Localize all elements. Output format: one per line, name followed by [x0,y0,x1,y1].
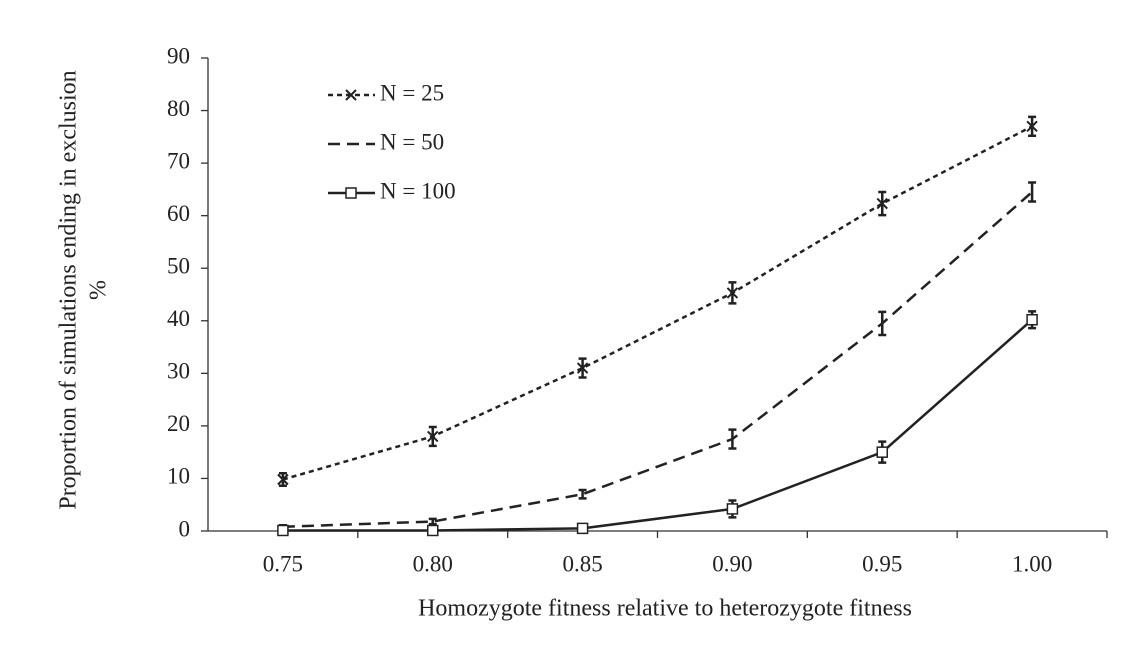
x-tick-label: 0.75 [263,551,303,576]
x-tick-label: 0.80 [413,551,453,576]
y-tick-label: 50 [167,254,190,279]
x-tick-label: 1.00 [1012,551,1052,576]
y-tick-label: 80 [167,96,190,121]
marker [277,473,289,486]
legend-label: N = 25 [380,80,444,105]
marker [876,197,888,210]
error-bar [878,310,887,337]
legend-marker [345,89,357,101]
marker [726,287,739,299]
marker [726,503,739,515]
x-tick-label: 0.90 [712,551,752,576]
legend-marker [345,187,357,199]
error-bar [1028,181,1037,203]
y-tick-label: 30 [167,359,190,384]
series-line [282,191,1033,529]
error-bar [428,517,437,526]
x-axis-label: Homozygote fitness relative to heterozyg… [418,596,912,622]
x-tick-label: 0.95 [862,551,902,576]
y-tick-label: 60 [167,201,190,226]
marker [1026,120,1038,133]
y-tick-label: 10 [167,464,190,489]
error-bar [728,428,737,450]
marker [427,524,439,537]
legend-label: N = 50 [380,129,444,154]
y-tick-label: 0 [179,516,191,541]
y-tick-label: 40 [167,306,190,331]
y-tick-label: 70 [167,148,190,173]
marker [576,362,589,374]
y-axis-label: % [86,280,112,300]
legend-label: N = 100 [380,178,456,203]
marker [427,430,439,443]
y-tick-label: 20 [167,411,190,436]
marker [576,522,589,535]
marker [876,446,888,458]
x-tick-label: 0.85 [562,551,602,576]
series-line [282,318,1033,532]
marker [1026,313,1038,326]
error-bar [578,488,587,500]
series-line [282,125,1033,481]
marker [277,524,289,537]
y-tick-label: 90 [167,43,190,68]
y-axis-label: Proportion of simulations ending in excl… [56,70,82,509]
